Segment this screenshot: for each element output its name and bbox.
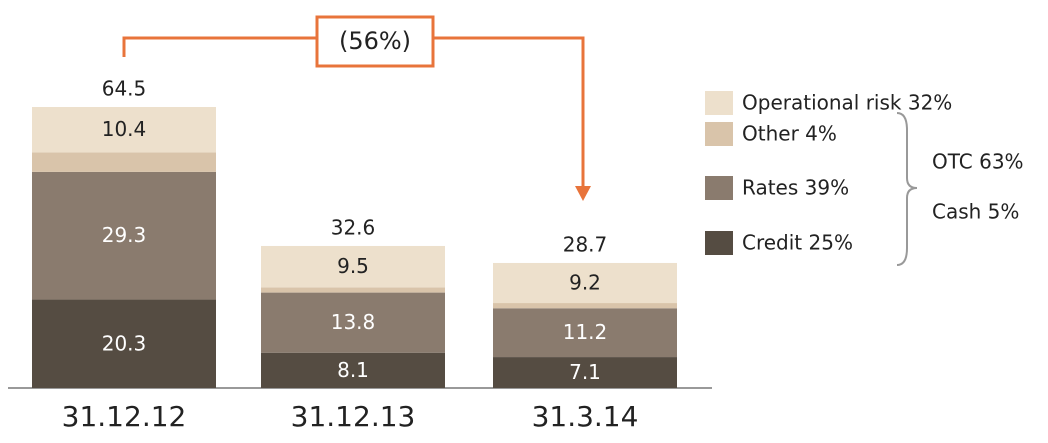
annotation-line [122, 36, 317, 57]
bar-segment [493, 303, 677, 309]
bar-segment [32, 171, 216, 300]
annotation-box [315, 15, 435, 68]
legend-swatch [705, 231, 733, 255]
bar-segment [32, 152, 216, 172]
total-label: 32.6 [331, 215, 376, 239]
annotation-text: (56%) [339, 27, 411, 55]
value-label: 9.2 [569, 271, 601, 295]
x-tick-label: 31.12.13 [291, 400, 416, 433]
bar-segment [261, 287, 445, 293]
legend-swatch [705, 91, 733, 115]
total-label: 28.7 [563, 232, 608, 256]
value-label: 10.4 [102, 117, 147, 141]
legend-label: Operational risk 32% [742, 91, 952, 115]
legend-label: Rates 39% [742, 176, 849, 200]
bar-segment [493, 357, 677, 388]
arrow-head [575, 186, 591, 201]
bar-segment [32, 107, 216, 153]
legend-label: Credit 25% [742, 231, 853, 255]
bar-segment [261, 245, 445, 288]
value-label: 13.8 [331, 310, 376, 334]
value-label: 11.2 [563, 320, 608, 344]
value-label: 20.3 [102, 331, 147, 355]
x-tick-label: 31.12.12 [62, 400, 187, 433]
bar-segment [493, 262, 677, 304]
annotation: (56%) [122, 15, 591, 201]
value-label: 8.1 [337, 358, 369, 382]
brace [896, 112, 918, 266]
legend-swatch [705, 176, 733, 200]
bar-segment [493, 308, 677, 358]
bar-segment [261, 292, 445, 353]
bar-segment [32, 299, 216, 388]
group-label: OTC 63% [932, 150, 1024, 174]
bar-segment [261, 352, 445, 388]
group-label: Cash 5% [932, 200, 1019, 224]
x-tick-label: 31.3.14 [532, 400, 639, 433]
value-label: 29.3 [102, 223, 147, 247]
value-label: 9.5 [337, 254, 369, 278]
legend-label: Other 4% [742, 122, 837, 146]
total-label: 64.5 [102, 77, 147, 101]
annotation-line [433, 36, 585, 188]
value-label: 7.1 [569, 360, 601, 384]
legend-swatch [705, 122, 733, 146]
